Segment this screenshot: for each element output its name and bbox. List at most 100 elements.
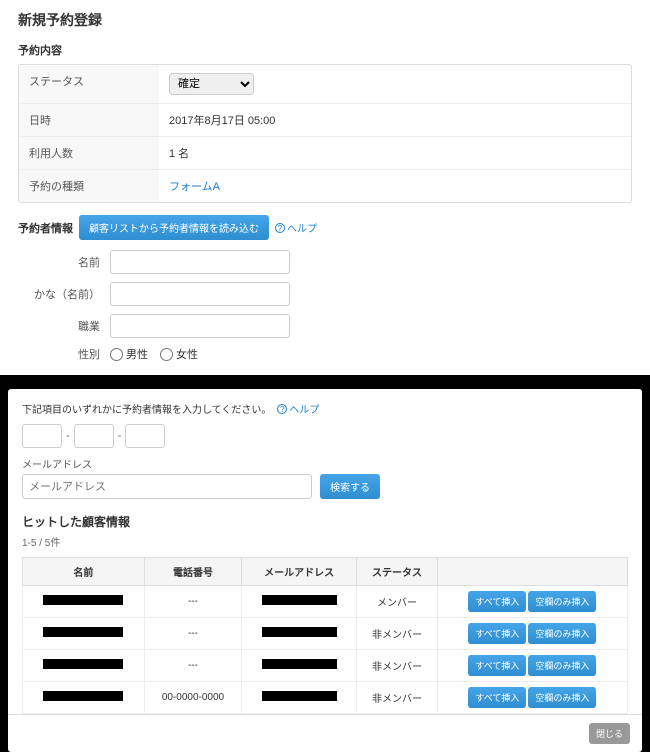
hit-title: ヒットした顧客情報	[22, 513, 628, 530]
reservation-register-section: 新規予約登録 予約内容 ステータス 確定 日時 2017年8月17日 05:00…	[0, 0, 650, 375]
gender-male-radio[interactable]	[110, 348, 123, 361]
col-name: 名前	[23, 558, 145, 586]
cell-phone: ---	[144, 618, 241, 650]
gender-female-label[interactable]: 女性	[160, 346, 198, 362]
modal-instruction-row: 下記項目のいずれかに予約者情報を入力してください。 ?ヘルプ	[22, 401, 628, 416]
phone-input-3[interactable]	[125, 424, 165, 448]
redacted-mail	[262, 691, 337, 701]
col-phone: 電話番号	[144, 558, 241, 586]
insert-all-button[interactable]: すべて挿入	[468, 655, 526, 676]
cell-mail	[242, 682, 357, 714]
redacted-name	[43, 691, 123, 701]
redacted-name	[43, 627, 123, 637]
cell-mail	[242, 618, 357, 650]
mail-row: 検索する	[22, 474, 628, 499]
customer-search-modal: 下記項目のいずれかに予約者情報を入力してください。 ?ヘルプ - - メールアド…	[8, 389, 642, 714]
datetime-value: 2017年8月17日 05:00	[159, 104, 631, 136]
insert-all-button[interactable]: すべて挿入	[468, 591, 526, 612]
insert-blank-button[interactable]: 空欄のみ挿入	[528, 591, 596, 612]
mail-label: メールアドレス	[22, 456, 628, 471]
redacted-mail	[262, 627, 337, 637]
name-label: 名前	[18, 254, 110, 270]
cell-actions: すべて挿入空欄のみ挿入	[437, 682, 627, 714]
occupation-input[interactable]	[110, 314, 290, 338]
insert-all-button[interactable]: すべて挿入	[468, 687, 526, 708]
gender-label: 性別	[18, 346, 110, 362]
gender-row: 性別 男性 女性	[18, 346, 632, 362]
status-select[interactable]: 確定	[169, 73, 254, 95]
hits-header-row: 名前 電話番号 メールアドレス ステータス	[23, 558, 628, 586]
mail-input[interactable]	[22, 474, 312, 499]
reservation-content-title: 予約内容	[18, 42, 632, 58]
phone-input-2[interactable]	[74, 424, 114, 448]
people-row: 利用人数 1 名	[19, 137, 631, 170]
people-label: 利用人数	[19, 137, 159, 169]
datetime-label: 日時	[19, 104, 159, 136]
status-label: ステータス	[19, 65, 159, 103]
people-value: 1 名	[159, 137, 631, 169]
phone-dash-2: -	[118, 430, 122, 442]
cell-status: メンバー	[357, 586, 438, 618]
insert-blank-button[interactable]: 空欄のみ挿入	[528, 623, 596, 644]
load-customer-button[interactable]: 顧客リストから予約者情報を読み込む	[79, 215, 269, 240]
cell-name	[23, 682, 145, 714]
insert-blank-button[interactable]: 空欄のみ挿入	[528, 687, 596, 708]
phone-dash-1: -	[66, 430, 70, 442]
cell-mail	[242, 650, 357, 682]
hits-table: 名前 電話番号 メールアドレス ステータス ---メンバーすべて挿入空欄のみ挿入…	[22, 557, 628, 714]
gender-radio-group: 男性 女性	[110, 346, 198, 362]
type-value-link[interactable]: フォームA	[159, 170, 631, 202]
status-row: ステータス 確定	[19, 65, 631, 104]
help-icon: ?	[277, 404, 287, 414]
table-row: --- 非メンバー すべて挿入空欄のみ挿入	[23, 650, 628, 682]
cell-actions: すべて挿入空欄のみ挿入	[437, 618, 627, 650]
search-button[interactable]: 検索する	[320, 474, 380, 499]
type-row: 予約の種類 フォームA	[19, 170, 631, 202]
insert-blank-button[interactable]: 空欄のみ挿入	[528, 655, 596, 676]
cell-name	[23, 618, 145, 650]
cell-phone: 00-0000-0000	[144, 682, 241, 714]
help-link[interactable]: ?ヘルプ	[275, 220, 317, 235]
status-value-cell: 確定	[159, 65, 631, 103]
cell-actions: すべて挿入空欄のみ挿入	[437, 586, 627, 618]
modal-help-link[interactable]: ?ヘルプ	[277, 401, 319, 416]
cell-phone: ---	[144, 586, 241, 618]
kana-input[interactable]	[110, 282, 290, 306]
cell-mail	[242, 586, 357, 618]
kana-row: かな（名前）	[18, 282, 632, 306]
col-actions	[437, 558, 627, 586]
table-row: 00-0000-0000非メンバーすべて挿入空欄のみ挿入	[23, 682, 628, 714]
cell-name	[23, 650, 145, 682]
table-row: ---非メンバーすべて挿入空欄のみ挿入	[23, 618, 628, 650]
cell-status: 非メンバー	[357, 682, 438, 714]
col-status: ステータス	[357, 558, 438, 586]
page-title: 新規予約登録	[18, 10, 632, 30]
col-mail: メールアドレス	[242, 558, 357, 586]
occupation-label: 職業	[18, 318, 110, 334]
modal-footer: 閉じる	[8, 714, 642, 752]
insert-all-button[interactable]: すべて挿入	[468, 623, 526, 644]
redacted-name	[43, 595, 123, 605]
gender-female-radio[interactable]	[160, 348, 173, 361]
cell-phone: ---	[144, 650, 241, 682]
cell-status: 非メンバー	[357, 650, 438, 682]
booker-title: 予約者情報	[18, 220, 73, 236]
close-button[interactable]: 閉じる	[589, 723, 630, 744]
modal-instruction: 下記項目のいずれかに予約者情報を入力してください。	[22, 401, 271, 416]
redacted-mail	[262, 659, 337, 669]
type-label: 予約の種類	[19, 170, 159, 202]
phone-input-1[interactable]	[22, 424, 62, 448]
reservation-info-table: ステータス 確定 日時 2017年8月17日 05:00 利用人数 1 名 予約…	[18, 64, 632, 203]
gender-male-label[interactable]: 男性	[110, 346, 148, 362]
booker-header: 予約者情報 顧客リストから予約者情報を読み込む ?ヘルプ	[18, 215, 632, 240]
hit-count: 1-5 / 5件	[22, 534, 628, 549]
phone-input-group: - -	[22, 424, 628, 448]
help-icon: ?	[275, 223, 285, 233]
cell-name	[23, 586, 145, 618]
occupation-row: 職業	[18, 314, 632, 338]
booker-info-region: 予約者情報 顧客リストから予約者情報を読み込む ?ヘルプ 名前 かな（名前） 職…	[18, 215, 632, 362]
table-row: ---メンバーすべて挿入空欄のみ挿入	[23, 586, 628, 618]
name-input[interactable]	[110, 250, 290, 274]
cell-status: 非メンバー	[357, 618, 438, 650]
modal-overlay: 下記項目のいずれかに予約者情報を入力してください。 ?ヘルプ - - メールアド…	[0, 375, 650, 752]
